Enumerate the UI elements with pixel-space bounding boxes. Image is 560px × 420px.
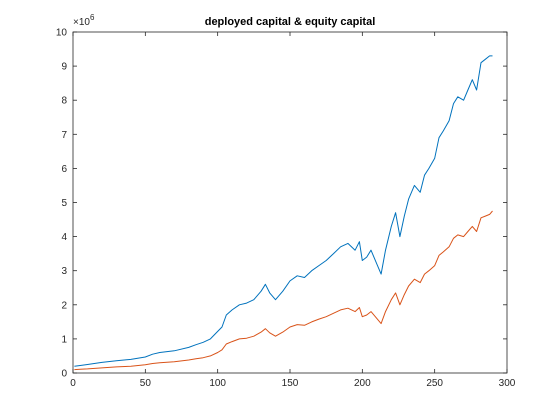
x-tick-label-250: 250 bbox=[426, 378, 443, 389]
y-tick-label-2: 2 bbox=[61, 300, 67, 311]
x-tick-label-150: 150 bbox=[282, 378, 299, 389]
x-tick-label-300: 300 bbox=[499, 378, 516, 389]
y-tick-label-9: 9 bbox=[61, 62, 67, 73]
plot-area bbox=[73, 32, 507, 373]
series-line-1 bbox=[74, 55, 493, 367]
y-tick-label-5: 5 bbox=[61, 198, 67, 209]
series-line-2 bbox=[74, 210, 493, 371]
x-tick-label-200: 200 bbox=[354, 378, 371, 389]
y-tick-label-1: 1 bbox=[61, 334, 67, 345]
chart-title: deployed capital & equity capital bbox=[205, 16, 376, 28]
y-tick-label-4: 4 bbox=[61, 232, 67, 243]
x-tick-label-100: 100 bbox=[209, 378, 226, 389]
y-tick-label-7: 7 bbox=[61, 130, 67, 141]
series-layer bbox=[74, 55, 493, 371]
y-tick-label-3: 3 bbox=[61, 266, 67, 277]
y-tick-label-6: 6 bbox=[61, 164, 67, 175]
y-tick-label-10: 10 bbox=[56, 28, 68, 39]
y-tick-label-0: 0 bbox=[61, 369, 67, 380]
y-exponent-base: ×10 bbox=[73, 17, 90, 28]
x-tick-label-0: 0 bbox=[70, 378, 76, 389]
x-tick-label-50: 50 bbox=[140, 378, 152, 389]
y-axis-exponent: ×106 bbox=[73, 13, 95, 28]
y-exponent-power: 6 bbox=[90, 13, 95, 22]
y-tick-label-8: 8 bbox=[61, 96, 67, 107]
ticks-layer: 0 50 100 150 200 250 300 0 1 2 3 4 5 6 7 8 9 10 bbox=[56, 28, 516, 390]
